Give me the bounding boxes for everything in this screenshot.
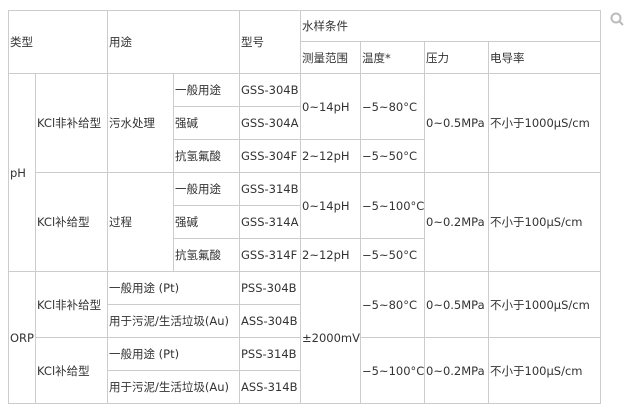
model: GSS-314F	[239, 238, 301, 272]
model: ASS-314B	[239, 370, 301, 404]
header-conductivity: 电导率	[488, 41, 601, 74]
kind: KCl非补给型	[35, 271, 108, 338]
pressure: 0~0.2MPa	[424, 172, 489, 272]
header-type: 类型	[8, 10, 108, 74]
sub-usage: 一般用途	[173, 73, 240, 107]
header-pressure: 压力	[424, 41, 489, 74]
table-row: 强碱 GSS-304A	[9, 106, 601, 140]
usage: 用于污泥/生活垃圾(Au)	[107, 304, 240, 338]
search-icon[interactable]	[610, 12, 624, 26]
pressure: 0~0.5MPa	[424, 271, 489, 338]
temp: −5~50°C	[360, 238, 425, 272]
sub-usage: 抗氢氟酸	[173, 139, 240, 173]
usage: 用于污泥/生活垃圾(Au)	[107, 370, 240, 404]
type-orp: ORP	[8, 271, 36, 404]
kind: KCl补给型	[35, 172, 108, 272]
table-row: ORP KCl非补给型 一般用途 (Pt) PSS-304B ±2000mV −…	[8, 271, 601, 404]
sub-usage: 强碱	[173, 106, 240, 140]
conductivity: 不小于100μS/cm	[488, 337, 601, 404]
kind: KCl补给型	[35, 337, 108, 404]
header-range: 测量范围	[300, 41, 361, 74]
header-temp: 温度*	[360, 41, 425, 74]
table-row: KCl补给型 过程 一般用途 GSS-314B 0~14pH −5~100°C …	[9, 172, 601, 272]
sub-usage: 强碱	[173, 205, 240, 239]
kind: KCl非补给型	[35, 73, 108, 173]
conductivity: 不小于1000μS/cm	[488, 73, 601, 173]
model: GSS-304B	[239, 73, 301, 107]
table-row: 用于污泥/生活垃圾(Au) ASS-304B	[9, 304, 601, 338]
conductivity: 不小于1000μS/cm	[488, 271, 601, 338]
table-row: 强碱 GSS-314A	[9, 205, 601, 239]
range: 2~12pH	[300, 139, 361, 173]
model: GSS-314A	[239, 205, 301, 239]
range: 0~14pH	[300, 73, 361, 140]
model: GSS-314B	[239, 172, 301, 206]
table-row: pH KCl非补给型 污水处理 一般用途 GSS-304B 0~14pH −5~…	[8, 73, 601, 272]
header-conditions: 水样条件	[300, 10, 601, 42]
temp: −5~50°C	[360, 139, 425, 173]
model: GSS-304F	[239, 139, 301, 173]
usage: 一般用途 (Pt)	[107, 271, 240, 305]
model: PSS-314B	[239, 337, 301, 371]
usage: 过程	[107, 172, 174, 272]
pressure: 0~0.5MPa	[424, 73, 489, 173]
temp: −5~100°C	[360, 172, 425, 239]
header-model: 型号	[239, 10, 301, 74]
range: 2~12pH	[300, 238, 361, 272]
model: GSS-304A	[239, 106, 301, 140]
temp: −5~100°C	[360, 337, 425, 404]
usage: 一般用途 (Pt)	[107, 337, 240, 371]
header-usage: 用途	[107, 10, 240, 74]
sub-usage: 抗氢氟酸	[173, 238, 240, 272]
temp: −5~80°C	[360, 271, 425, 338]
range: 0~14pH	[300, 172, 361, 239]
pressure: 0~0.2MPa	[424, 337, 489, 404]
table-row: 用于污泥/生活垃圾(Au) ASS-314B	[9, 370, 601, 404]
usage: 污水处理	[107, 73, 174, 173]
model: ASS-304B	[239, 304, 301, 338]
type-ph: pH	[8, 73, 36, 272]
model: PSS-304B	[239, 271, 301, 305]
spec-table: 类型 用途 型号 水样条件 测量范围 温度* 压力 电导率 pH KCl非补给型…	[8, 10, 601, 404]
table-row: 抗氢氟酸 GSS-304F 2~12pH −5~50°C	[9, 139, 601, 173]
sub-usage: 一般用途	[173, 172, 240, 206]
range: ±2000mV	[300, 271, 361, 404]
table-row: KCl补给型 一般用途 (Pt) PSS-314B −5~100°C 0~0.2…	[9, 337, 601, 404]
table-row: 抗氢氟酸 GSS-314F 2~12pH −5~50°C	[9, 238, 601, 272]
temp: −5~80°C	[360, 73, 425, 140]
conductivity: 不小于100μS/cm	[488, 172, 601, 272]
